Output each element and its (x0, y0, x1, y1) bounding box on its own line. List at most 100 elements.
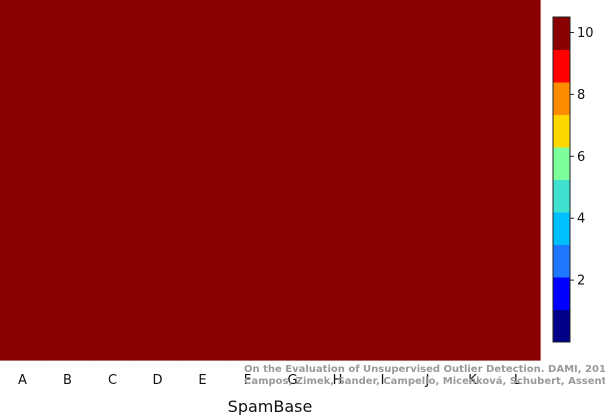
heatmap-cell (270, 60, 316, 73)
heatmap-cell (495, 156, 541, 169)
heatmap-cell (270, 72, 316, 85)
heatmap-cell (135, 96, 181, 109)
heatmap-cell (270, 324, 316, 337)
heatmap-cell (405, 36, 451, 49)
heatmap-cell (45, 348, 91, 361)
heatmap-cell (360, 240, 406, 253)
heatmap-cell (90, 252, 136, 265)
heatmap-cell (315, 240, 361, 253)
heatmap-cell (45, 156, 91, 169)
heatmap-cell (135, 108, 181, 121)
heatmap-cell (180, 156, 226, 169)
heatmap-cell (405, 336, 451, 349)
heatmap-cell (315, 192, 361, 205)
colorbar-segment (553, 212, 570, 245)
heatmap-cell (90, 264, 136, 277)
heatmap-cell (405, 48, 451, 61)
heatmap-cell (315, 252, 361, 265)
heatmap-cell (405, 72, 451, 85)
heatmap-cell (405, 204, 451, 217)
heatmap-cell (360, 72, 406, 85)
heatmap-cell (270, 156, 316, 169)
heatmap-cell (225, 288, 271, 301)
heatmap-cell (225, 132, 271, 145)
heatmap-cell (270, 12, 316, 25)
heatmap-cell (450, 216, 496, 229)
heatmap-cell (135, 36, 181, 49)
heatmap-cell (45, 144, 91, 157)
heatmap-cell (315, 276, 361, 289)
heatmap-cell (135, 240, 181, 253)
heatmap-cell (405, 300, 451, 313)
heatmap-cell (270, 0, 316, 13)
heatmap-cell (135, 48, 181, 61)
heatmap-cell (225, 12, 271, 25)
heatmap-cell (135, 132, 181, 145)
colorbar: 2 4 6 8 10 (552, 16, 594, 343)
heatmap-cell (135, 216, 181, 229)
heatmap-cell (405, 216, 451, 229)
heatmap-cell (315, 48, 361, 61)
heatmap-cell (225, 300, 271, 313)
heatmap-cell (270, 180, 316, 193)
heatmap-cell (45, 168, 91, 181)
heatmap-cell (405, 24, 451, 37)
heatmap-cell (360, 180, 406, 193)
heatmap-cell (495, 132, 541, 145)
heatmap-cell (315, 300, 361, 313)
x-axis-ticks: A B C D E F G H I J K L (18, 373, 522, 388)
colorbar-segment (553, 49, 570, 83)
heatmap-cell (180, 24, 226, 37)
heatmap-cell (225, 24, 271, 37)
heatmap-cell (180, 180, 226, 193)
heatmap-cell (405, 120, 451, 133)
heatmap-cell (315, 108, 361, 121)
heatmap-cell (405, 228, 451, 241)
x-tick-label: L (514, 373, 522, 388)
heatmap-cell (360, 24, 406, 37)
heatmap-cell (495, 252, 541, 265)
x-tick-label: F (244, 373, 251, 388)
colorbar-segment (553, 179, 570, 213)
heatmap-cell (450, 120, 496, 133)
heatmap-cell (45, 192, 91, 205)
heatmap-cell (135, 180, 181, 193)
heatmap-cell (45, 336, 91, 349)
heatmap-cell (405, 192, 451, 205)
heatmap-cell (225, 48, 271, 61)
heatmap-cell (315, 24, 361, 37)
heatmap-cell (0, 204, 46, 217)
colorbar-segment (553, 82, 570, 115)
heatmap-cell (225, 72, 271, 85)
heatmap-cell (315, 84, 361, 97)
heatmap-cell (0, 324, 46, 337)
heatmap-cell (360, 48, 406, 61)
heatmap-cell (0, 192, 46, 205)
heatmap-cell (180, 168, 226, 181)
watermark-line-2: Campos, Zimek, Sander, Campello, Micenko… (244, 375, 605, 387)
heatmap-cell (0, 156, 46, 169)
heatmap-cell (180, 312, 226, 325)
heatmap-cell (405, 144, 451, 157)
heatmap-cell (405, 348, 451, 361)
heatmap-cell (135, 288, 181, 301)
heatmap-cell (405, 276, 451, 289)
heatmap-cell (0, 72, 46, 85)
heatmap-cell (135, 0, 181, 13)
heatmap-cell (450, 204, 496, 217)
heatmap-cell (135, 264, 181, 277)
heatmap-cell (0, 312, 46, 325)
heatmap-cell (315, 228, 361, 241)
heatmap-cell (270, 120, 316, 133)
heatmap-cell (270, 300, 316, 313)
heatmap-cell (405, 312, 451, 325)
heatmap-cell (495, 36, 541, 49)
heatmap-cell (180, 132, 226, 145)
heatmap-cell (450, 48, 496, 61)
heatmap-cell (90, 72, 136, 85)
heatmap-cell (405, 180, 451, 193)
heatmap-cell (180, 216, 226, 229)
heatmap-cell (90, 156, 136, 169)
heatmap-cell (225, 144, 271, 157)
heatmap-cell (180, 192, 226, 205)
